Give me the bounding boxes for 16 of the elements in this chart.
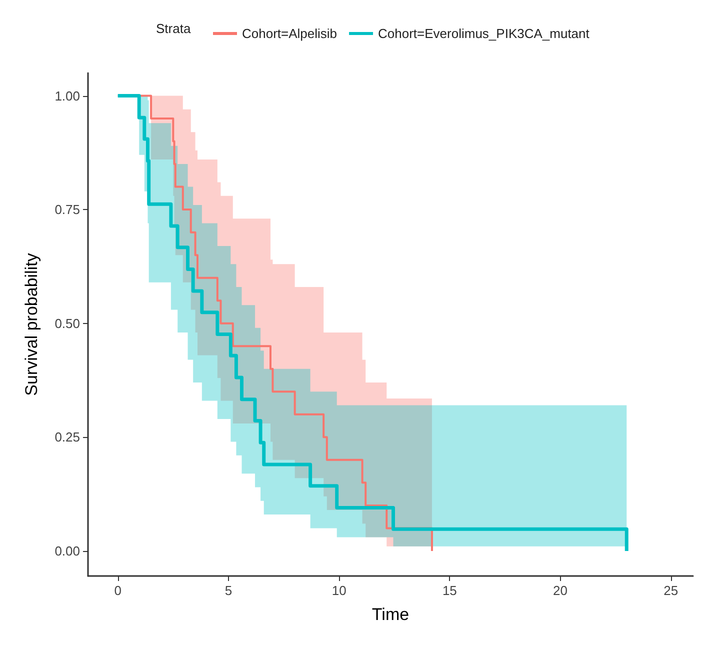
legend-title: Strata	[156, 21, 192, 36]
legend-label: Cohort=Alpelisib	[242, 26, 338, 41]
y-tick-label: 0.75	[54, 202, 80, 218]
x-axis-title: Time	[372, 605, 410, 624]
legend-label: Cohort=Everolimus_PIK3CA_mutant	[378, 26, 590, 41]
y-tick-label: 0.50	[54, 316, 80, 331]
y-tick-label: 0.25	[54, 430, 80, 445]
x-tick-label: 15	[442, 583, 457, 598]
x-tick-label: 5	[224, 583, 232, 598]
y-axis-title: Survival probability	[22, 252, 41, 396]
x-tick-label: 10	[332, 583, 346, 598]
x-tick-label: 25	[664, 583, 678, 598]
y-tick-label: 0.00	[54, 543, 80, 558]
x-tick-label: 0	[114, 583, 122, 598]
y-tick-label: 1.00	[54, 88, 80, 104]
x-tick-label: 20	[553, 583, 568, 598]
